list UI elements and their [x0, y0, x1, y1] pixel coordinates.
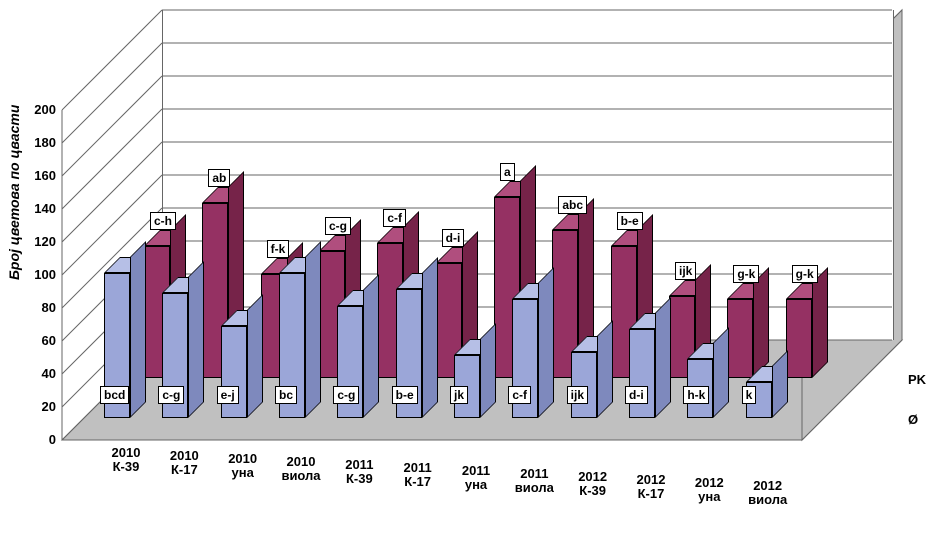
bar-label-o: d-i — [625, 386, 648, 404]
bar-label-pk: g-k — [792, 265, 818, 283]
x-category-label: 2010 виола — [271, 455, 331, 484]
bar-chart-3d: Број цветова по цвасти 0 20 40 60 80 100 120 14… — [0, 0, 933, 544]
svg-text:0: 0 — [49, 432, 56, 447]
bar-pk — [727, 299, 753, 378]
bar-label-o: e-j — [217, 386, 239, 404]
bar-label-pk: f-k — [267, 240, 290, 258]
bar-label-pk: g-k — [733, 265, 759, 283]
svg-text:60: 60 — [42, 333, 56, 348]
bar-label-pk: d-i — [442, 229, 465, 247]
x-category-label: 2012 К-39 — [563, 470, 623, 499]
bar-label-o: c-f — [508, 386, 531, 404]
plot-area: 020406080100120140160180200 c-habf-kc-gc… — [62, 10, 902, 440]
svg-text:40: 40 — [42, 366, 56, 381]
x-category-label: 2010 уна — [213, 452, 273, 481]
bar-o — [221, 326, 247, 418]
series-label-pk: PK — [908, 372, 926, 387]
svg-text:100: 100 — [34, 267, 56, 282]
bar-pk — [786, 299, 812, 378]
bar-label-o: c-g — [333, 386, 359, 404]
svg-text:20: 20 — [42, 399, 56, 414]
bar-label-pk: ab — [208, 169, 230, 187]
bar-label-pk: ijk — [675, 262, 696, 280]
bar-label-pk: b-e — [617, 212, 643, 230]
bar-label-pk: a — [500, 163, 515, 181]
bar-o — [571, 352, 597, 418]
x-category-label: 2012 виола — [738, 479, 798, 508]
x-category-label: 2011 К-17 — [388, 461, 448, 490]
bar-label-o: bcd — [100, 386, 129, 404]
bar-label-o: k — [742, 386, 757, 404]
bar-label-pk: c-g — [325, 217, 351, 235]
bar-label-o: jk — [450, 386, 468, 404]
y-axis-title: Број цветова по цвасти — [6, 105, 22, 280]
x-category-label: 2010 К-17 — [154, 449, 214, 478]
x-category-label: 2011 уна — [446, 464, 506, 493]
bar-label-pk: c-h — [150, 212, 176, 230]
bar-label-pk: abc — [558, 196, 587, 214]
bar-label-o: bc — [275, 386, 297, 404]
svg-text:180: 180 — [34, 135, 56, 150]
x-category-label: 2012 уна — [679, 476, 739, 505]
bar-label-pk: c-f — [383, 209, 406, 227]
bar-label-o: b-e — [392, 386, 418, 404]
bar-label-o: h-k — [683, 386, 709, 404]
x-category-label: 2011 виола — [504, 467, 564, 496]
bar-label-o: ijk — [567, 386, 588, 404]
svg-text:160: 160 — [34, 168, 56, 183]
x-category-label: 2012 К-17 — [621, 473, 681, 502]
svg-text:200: 200 — [34, 102, 56, 117]
svg-text:140: 140 — [34, 201, 56, 216]
x-category-label: 2011 К-39 — [329, 458, 389, 487]
bar-o — [629, 329, 655, 418]
x-category-label: 2010 К-39 — [96, 446, 156, 475]
bar-label-o: c-g — [158, 386, 184, 404]
series-label-o: Ø — [908, 412, 918, 427]
svg-text:80: 80 — [42, 300, 56, 315]
svg-text:120: 120 — [34, 234, 56, 249]
